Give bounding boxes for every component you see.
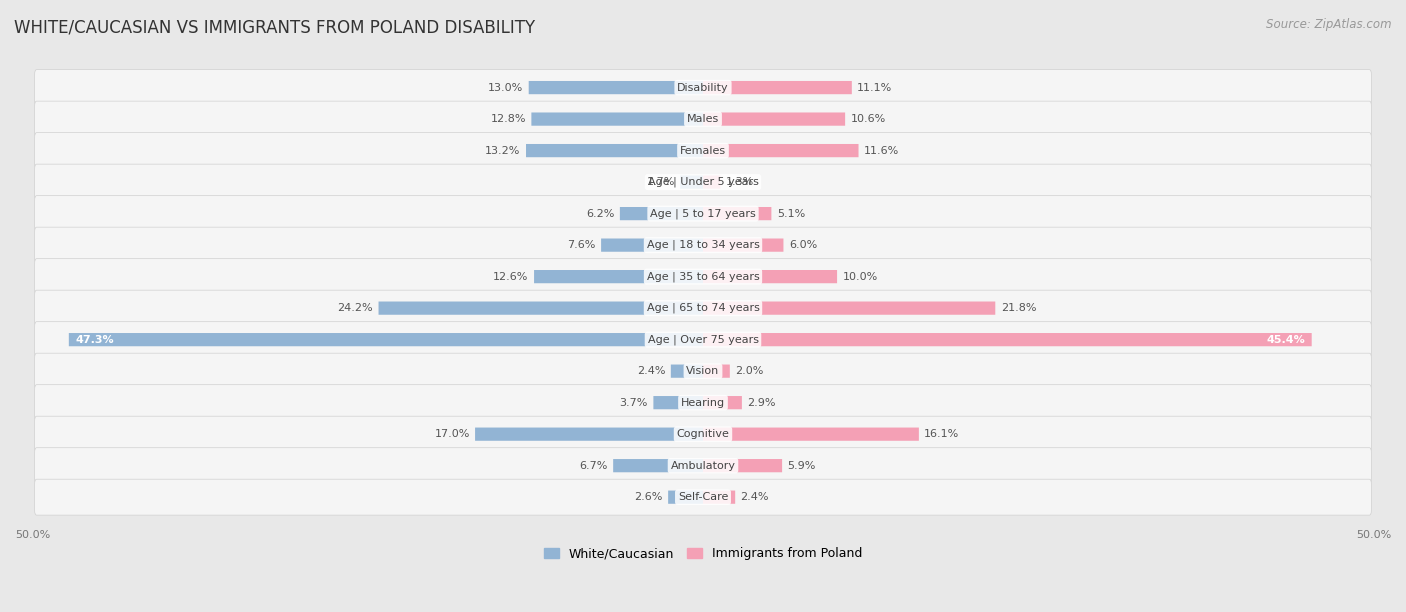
FancyBboxPatch shape xyxy=(703,396,742,409)
Text: 13.2%: 13.2% xyxy=(485,146,520,155)
Text: 10.6%: 10.6% xyxy=(851,114,886,124)
FancyBboxPatch shape xyxy=(703,428,920,441)
Text: Disability: Disability xyxy=(678,83,728,92)
Text: 2.0%: 2.0% xyxy=(735,366,763,376)
Text: Age | 5 to 17 years: Age | 5 to 17 years xyxy=(650,208,756,219)
Text: 6.7%: 6.7% xyxy=(579,461,607,471)
Text: Cognitive: Cognitive xyxy=(676,429,730,439)
Text: Age | Under 5 years: Age | Under 5 years xyxy=(648,177,758,187)
FancyBboxPatch shape xyxy=(534,270,703,283)
Text: Males: Males xyxy=(688,114,718,124)
FancyBboxPatch shape xyxy=(703,270,837,283)
Text: 47.3%: 47.3% xyxy=(76,335,114,345)
FancyBboxPatch shape xyxy=(35,353,1371,389)
FancyBboxPatch shape xyxy=(378,302,703,315)
FancyBboxPatch shape xyxy=(703,81,852,94)
Text: 11.1%: 11.1% xyxy=(858,83,893,92)
Text: 12.6%: 12.6% xyxy=(494,272,529,282)
Text: 2.6%: 2.6% xyxy=(634,492,662,502)
FancyBboxPatch shape xyxy=(35,101,1371,137)
FancyBboxPatch shape xyxy=(620,207,703,220)
FancyBboxPatch shape xyxy=(35,448,1371,483)
Text: Hearing: Hearing xyxy=(681,398,725,408)
Text: Self-Care: Self-Care xyxy=(678,492,728,502)
Text: 10.0%: 10.0% xyxy=(842,272,877,282)
Text: 7.6%: 7.6% xyxy=(568,240,596,250)
FancyBboxPatch shape xyxy=(703,333,1312,346)
Text: 2.4%: 2.4% xyxy=(741,492,769,502)
FancyBboxPatch shape xyxy=(35,259,1371,294)
FancyBboxPatch shape xyxy=(35,479,1371,515)
FancyBboxPatch shape xyxy=(529,81,703,94)
Text: Age | 18 to 34 years: Age | 18 to 34 years xyxy=(647,240,759,250)
FancyBboxPatch shape xyxy=(35,290,1371,326)
Text: Age | 35 to 64 years: Age | 35 to 64 years xyxy=(647,271,759,282)
FancyBboxPatch shape xyxy=(35,70,1371,105)
FancyBboxPatch shape xyxy=(35,227,1371,263)
FancyBboxPatch shape xyxy=(703,491,735,504)
Text: 1.7%: 1.7% xyxy=(647,177,675,187)
Text: Ambulatory: Ambulatory xyxy=(671,461,735,471)
Text: 17.0%: 17.0% xyxy=(434,429,470,439)
FancyBboxPatch shape xyxy=(703,365,730,378)
FancyBboxPatch shape xyxy=(703,207,772,220)
Text: 5.1%: 5.1% xyxy=(776,209,806,218)
FancyBboxPatch shape xyxy=(35,416,1371,452)
FancyBboxPatch shape xyxy=(602,239,703,252)
Text: Age | Over 75 years: Age | Over 75 years xyxy=(648,334,758,345)
FancyBboxPatch shape xyxy=(69,333,703,346)
Text: 11.6%: 11.6% xyxy=(863,146,900,155)
FancyBboxPatch shape xyxy=(475,428,703,441)
FancyBboxPatch shape xyxy=(654,396,703,409)
Text: Source: ZipAtlas.com: Source: ZipAtlas.com xyxy=(1267,18,1392,31)
FancyBboxPatch shape xyxy=(703,176,720,188)
Text: 24.2%: 24.2% xyxy=(337,303,373,313)
FancyBboxPatch shape xyxy=(703,302,995,315)
FancyBboxPatch shape xyxy=(35,322,1371,357)
FancyBboxPatch shape xyxy=(703,113,845,125)
Text: 13.0%: 13.0% xyxy=(488,83,523,92)
Text: 45.4%: 45.4% xyxy=(1267,335,1305,345)
FancyBboxPatch shape xyxy=(671,365,703,378)
Text: 2.9%: 2.9% xyxy=(747,398,776,408)
FancyBboxPatch shape xyxy=(668,491,703,504)
FancyBboxPatch shape xyxy=(35,385,1371,420)
FancyBboxPatch shape xyxy=(526,144,703,157)
Text: 12.8%: 12.8% xyxy=(491,114,526,124)
Text: 6.2%: 6.2% xyxy=(586,209,614,218)
Text: Females: Females xyxy=(681,146,725,155)
Text: 16.1%: 16.1% xyxy=(924,429,959,439)
Text: Age | 65 to 74 years: Age | 65 to 74 years xyxy=(647,303,759,313)
FancyBboxPatch shape xyxy=(703,144,859,157)
FancyBboxPatch shape xyxy=(703,459,782,472)
Text: 3.7%: 3.7% xyxy=(620,398,648,408)
Text: 5.9%: 5.9% xyxy=(787,461,815,471)
Text: 21.8%: 21.8% xyxy=(1001,303,1036,313)
FancyBboxPatch shape xyxy=(35,133,1371,168)
Text: 1.3%: 1.3% xyxy=(725,177,754,187)
FancyBboxPatch shape xyxy=(681,176,703,188)
FancyBboxPatch shape xyxy=(35,164,1371,200)
Text: 2.4%: 2.4% xyxy=(637,366,665,376)
Text: Vision: Vision xyxy=(686,366,720,376)
Text: WHITE/CAUCASIAN VS IMMIGRANTS FROM POLAND DISABILITY: WHITE/CAUCASIAN VS IMMIGRANTS FROM POLAN… xyxy=(14,18,536,36)
FancyBboxPatch shape xyxy=(613,459,703,472)
FancyBboxPatch shape xyxy=(35,196,1371,231)
Text: 6.0%: 6.0% xyxy=(789,240,817,250)
Legend: White/Caucasian, Immigrants from Poland: White/Caucasian, Immigrants from Poland xyxy=(538,542,868,565)
FancyBboxPatch shape xyxy=(531,113,703,125)
FancyBboxPatch shape xyxy=(703,239,783,252)
